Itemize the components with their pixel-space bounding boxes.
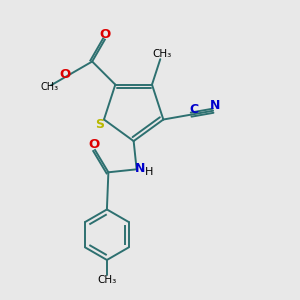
Text: N: N [210,99,221,112]
Text: O: O [99,28,110,41]
Text: CH₃: CH₃ [152,49,171,59]
Text: S: S [95,118,104,131]
Text: CH₃: CH₃ [40,82,58,92]
Text: N: N [135,162,146,175]
Text: C: C [189,103,198,116]
Text: O: O [88,138,99,152]
Text: H: H [145,167,153,177]
Text: O: O [59,68,70,81]
Text: CH₃: CH₃ [97,275,116,285]
